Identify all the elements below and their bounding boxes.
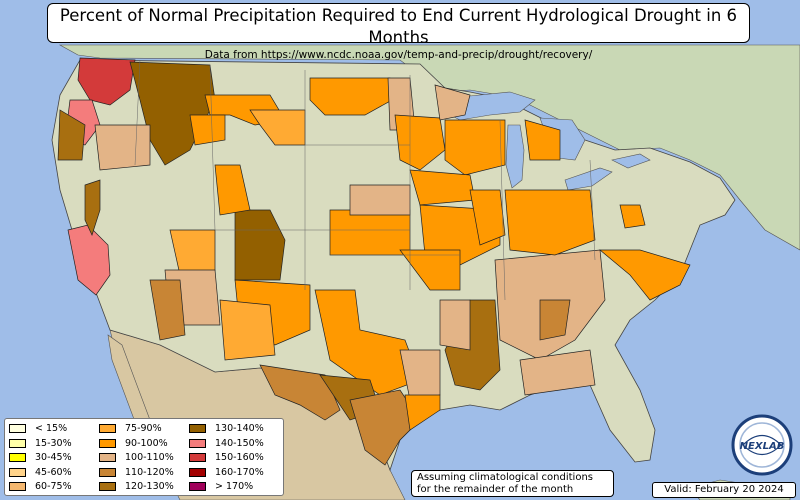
region-minnesota-orange xyxy=(394,114,446,171)
map-subtitle: Data from https://www.ncdc.noaa.gov/temp… xyxy=(204,49,593,61)
region-utah-orange xyxy=(214,164,251,216)
legend-item: 30-45% xyxy=(9,451,72,464)
region-washington-red xyxy=(77,57,136,106)
lake-erie xyxy=(564,167,613,191)
legend-swatch xyxy=(189,424,206,433)
legend-swatch xyxy=(189,453,206,462)
legend-swatch xyxy=(99,482,116,491)
legend-item: 75-90% xyxy=(99,422,162,435)
logo-text: NEXLAB xyxy=(740,441,785,452)
region-oregon-tan xyxy=(94,124,151,171)
legend-label: 75-90% xyxy=(125,423,162,434)
region-texas-coast-orange xyxy=(404,394,441,431)
legend-item: 60-75% xyxy=(9,480,72,493)
region-oregon-brown xyxy=(57,109,86,161)
legend-item: 160-170% xyxy=(189,466,264,479)
note-line-1: Assuming climatological conditions xyxy=(417,472,593,483)
legend-item: 110-120% xyxy=(99,466,174,479)
legend-item: 140-150% xyxy=(189,437,264,450)
region-arizona-brown xyxy=(149,279,186,341)
region-iowa-orange xyxy=(409,169,476,206)
legend-label: 160-170% xyxy=(215,466,264,478)
legend-swatch xyxy=(9,467,26,477)
legend-swatch xyxy=(189,438,206,448)
state-borders xyxy=(134,59,596,301)
legend-swatch xyxy=(9,424,26,433)
region-nebraska-tan xyxy=(349,184,411,216)
legend: < 15% 15-30% 30-45% 45-60% 60-75% 75-90% 90-10… xyxy=(4,418,284,496)
region-carolina-orange xyxy=(599,249,691,301)
legend-swatch xyxy=(99,438,116,448)
lake-michigan xyxy=(505,124,525,189)
legend-label: 120-130% xyxy=(125,481,174,492)
region-illinois-orange xyxy=(469,189,506,246)
legend-swatch xyxy=(9,482,26,491)
region-gulf-tan xyxy=(519,349,596,396)
legend-item: 120-130% xyxy=(99,480,174,493)
legend-swatch xyxy=(9,453,26,462)
legend-label: 100-110% xyxy=(125,452,174,463)
region-minnesota-tan xyxy=(434,84,471,121)
legend-label: 130-140% xyxy=(215,423,264,434)
legend-item: 90-100% xyxy=(99,437,168,450)
region-mid-atlantic-orange xyxy=(619,204,646,229)
legend-item: 45-60% xyxy=(9,466,72,479)
legend-swatch xyxy=(9,438,26,448)
legend-item: 100-110% xyxy=(99,451,174,464)
region-wisconsin-orange xyxy=(444,119,506,176)
legend-label: 140-150% xyxy=(215,437,264,449)
title-box: Percent of Normal Precipitation Required… xyxy=(47,3,750,61)
legend-label: 150-160% xyxy=(215,452,264,463)
legend-item: > 170% xyxy=(189,480,253,493)
legend-swatch xyxy=(99,467,116,477)
legend-item: 15-30% xyxy=(9,437,72,450)
legend-label: 15-30% xyxy=(35,437,72,449)
nexlab-logo: NEXLAB xyxy=(731,414,793,476)
region-arkansas-tan xyxy=(439,299,471,351)
map-title: Percent of Normal Precipitation Required… xyxy=(59,6,738,47)
region-ohio-valley-orange xyxy=(504,189,596,256)
region-texas-brown xyxy=(259,364,341,421)
legend-swatch xyxy=(189,467,206,477)
legend-item: 150-160% xyxy=(189,451,264,464)
legend-label: 30-45% xyxy=(35,452,72,463)
legend-label: < 15% xyxy=(35,423,68,434)
legend-label: 45-60% xyxy=(35,466,72,478)
region-montana-light-orange xyxy=(249,109,306,146)
legend-item: 130-140% xyxy=(189,422,264,435)
border-line xyxy=(134,59,596,301)
region-nevada-brown xyxy=(84,179,101,236)
legend-swatch xyxy=(189,482,206,491)
valid-date: Valid: February 20 2024 xyxy=(652,482,796,498)
region-texas-coast-brown xyxy=(349,389,421,466)
legend-label: 90-100% xyxy=(125,437,168,449)
region-oklahoma-orange xyxy=(399,249,461,291)
region-new-mexico-light xyxy=(219,299,276,361)
note-box: Assuming climatological conditions for t… xyxy=(411,470,614,497)
region-michigan-orange xyxy=(524,119,561,161)
legend-swatch xyxy=(99,424,116,433)
region-colorado-utah-dark xyxy=(234,209,286,281)
lake-ontario xyxy=(611,153,651,169)
legend-swatch xyxy=(99,453,116,462)
region-kansas-orange xyxy=(329,209,411,256)
legend-label: 60-75% xyxy=(35,481,72,492)
note-line-2: for the remainder of the month xyxy=(417,484,574,495)
region-alabama-brown xyxy=(539,299,571,341)
legend-item: < 15% xyxy=(9,422,67,435)
region-idaho-orange xyxy=(189,114,226,146)
legend-label: 110-120% xyxy=(125,466,174,478)
legend-label: > 170% xyxy=(215,481,254,492)
